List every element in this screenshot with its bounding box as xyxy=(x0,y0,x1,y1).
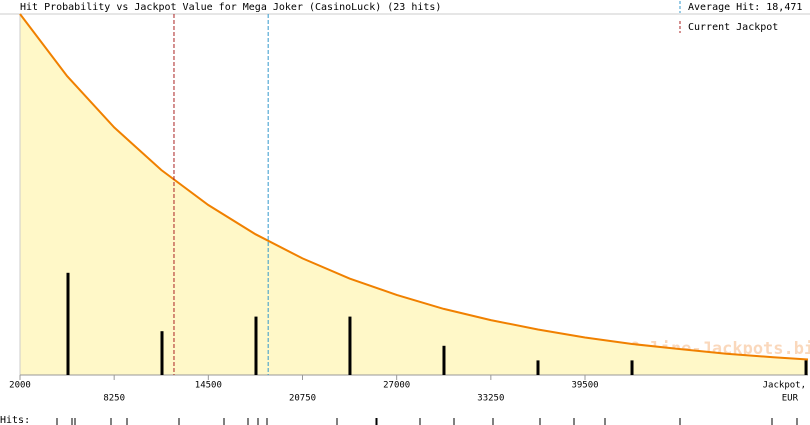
x-tick-label: 2000 xyxy=(9,381,31,391)
x-tick-label: 33250 xyxy=(477,394,504,404)
x-tick-label: 27000 xyxy=(383,381,410,391)
x-tick-label: 14500 xyxy=(195,381,222,391)
x-tick-label: 39500 xyxy=(571,381,598,391)
legend-label: Average Hit: 18,471 xyxy=(688,2,802,13)
curve-area xyxy=(20,14,808,375)
x-axis-label: Jackpot, xyxy=(763,381,806,391)
legend-label: Current Jackpot xyxy=(688,22,778,33)
bar xyxy=(804,360,808,375)
bar xyxy=(442,345,446,375)
chart-title: Hit Probability vs Jackpot Value for Meg… xyxy=(20,2,441,13)
x-tick-label: 8250 xyxy=(103,394,125,404)
x-axis-label: EUR xyxy=(782,394,799,404)
bar xyxy=(630,360,634,375)
hits-label: Hits: xyxy=(0,415,30,425)
bar xyxy=(536,360,540,375)
bar xyxy=(160,331,164,375)
bar xyxy=(348,316,352,375)
bar xyxy=(66,272,70,375)
curve-line xyxy=(19,13,809,361)
x-tick-label: 20750 xyxy=(289,394,316,404)
bar xyxy=(254,316,258,375)
